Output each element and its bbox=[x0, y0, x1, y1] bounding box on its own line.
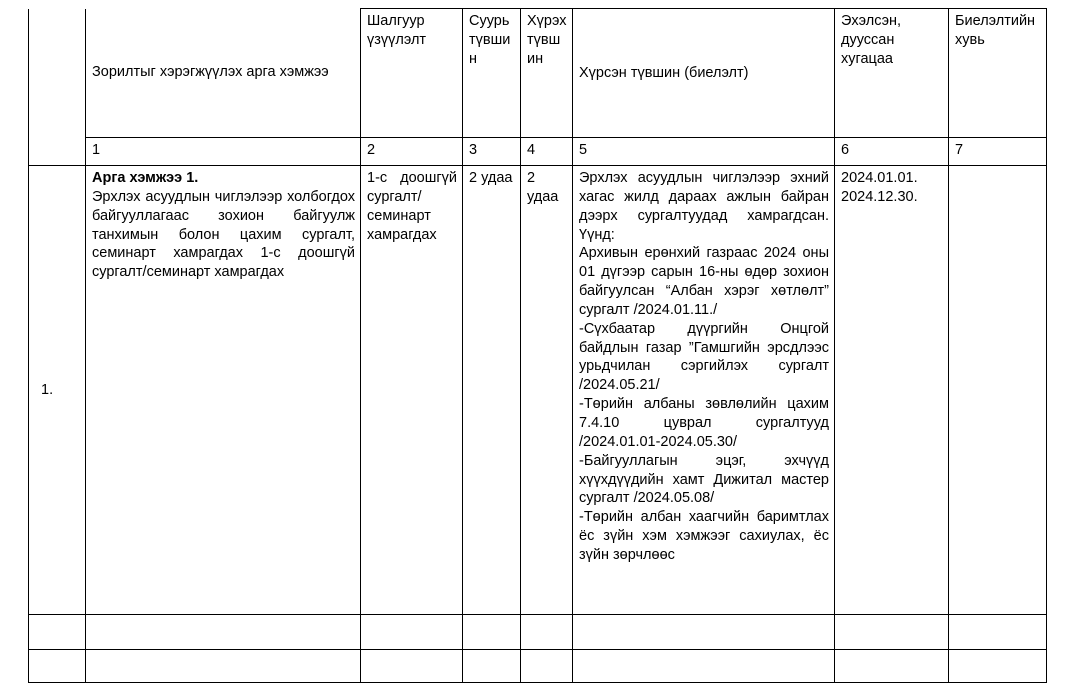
cell-number bbox=[28, 614, 86, 650]
header-cell-indicator: Шалгуур үзүүлэлт bbox=[360, 8, 463, 138]
header-cell-reached: Хүрсэн түвшин (биелэлт) bbox=[572, 8, 835, 138]
colnum-cell-baseline: 3 bbox=[462, 137, 521, 166]
cell-indicator bbox=[360, 649, 463, 683]
table-row bbox=[28, 649, 1047, 683]
header-cell-period: Эхэлсэн, дууссан хугацаа bbox=[834, 8, 949, 138]
table-header-row: Зорилтыг хэрэгжүүлэх арга хэмжээ Шалгуур… bbox=[28, 8, 1047, 166]
cell-indicator bbox=[360, 614, 463, 650]
header-cell-measure: Зорилтыг хэрэгжүүлэх арга хэмжээ bbox=[85, 8, 361, 138]
cell-baseline bbox=[462, 649, 521, 683]
cell-number bbox=[28, 649, 86, 683]
reached-item-list: Архивын ерөнхий газраас 2024 оны 01 дүгэ… bbox=[579, 244, 829, 564]
reached-intro: Эрхлэх асуудлын чиглэлээр эхний хагас жи… bbox=[579, 170, 829, 243]
reached-item: -Төрийн албан хаагчийн баримтлах ёс зүйн… bbox=[579, 509, 829, 563]
cell-reached: Эрхлэх асуудлын чиглэлээр эхний хагас жи… bbox=[572, 165, 835, 615]
measure-title: Арга хэмжээ 1. bbox=[92, 170, 199, 186]
row-number: 1. bbox=[28, 165, 86, 615]
cell-period bbox=[834, 614, 949, 650]
document-page: Зорилтыг хэрэгжүүлэх арга хэмжээ Шалгуур… bbox=[28, 8, 1047, 683]
cell-measure: Арга хэмжээ 1. Эрхлэх асуудлын чиглэлээр… bbox=[85, 165, 361, 615]
colnum-cell-indicator: 2 bbox=[360, 137, 463, 166]
cell-reached bbox=[572, 614, 835, 650]
cell-baseline: 2 удаа bbox=[462, 165, 521, 615]
cell-reached bbox=[572, 649, 835, 683]
colnum-cell-measure: 1 bbox=[85, 137, 361, 166]
cell-target bbox=[520, 614, 573, 650]
colnum-cell-period: 6 bbox=[834, 137, 949, 166]
cell-indicator: 1-с доошгүй сургалт/семинарт хамрагдах bbox=[360, 165, 463, 615]
reached-item: -Төрийн албаны зөвлөлийн цахим 7.4.10 цу… bbox=[579, 396, 829, 450]
cell-period bbox=[834, 649, 949, 683]
cell-period: 2024.01.01. 2024.12.30. bbox=[834, 165, 949, 615]
cell-baseline bbox=[462, 614, 521, 650]
header-cell-target: Хүрэх түвшин bbox=[520, 8, 573, 138]
measure-body: Эрхлэх асуудлын чиглэлээр холбогдох байг… bbox=[92, 188, 355, 281]
header-cell-baseline: Суурь түвшин bbox=[462, 8, 521, 138]
table-column-number-row: 1 2 3 4 5 6 7 bbox=[29, 137, 1047, 166]
colnum-cell-reached: 5 bbox=[572, 137, 835, 166]
header-cell-number bbox=[28, 8, 86, 166]
reached-item: -Сүхбаатар дүүргийн Онцгой байдлын газар… bbox=[579, 320, 829, 394]
cell-target: 2 удаа bbox=[520, 165, 573, 615]
cell-percent bbox=[948, 649, 1047, 683]
cell-measure bbox=[85, 649, 361, 683]
cell-percent bbox=[948, 614, 1047, 650]
performance-plan-table: Зорилтыг хэрэгжүүлэх арга хэмжээ Шалгуур… bbox=[28, 8, 1047, 683]
cell-measure bbox=[85, 614, 361, 650]
header-cell-percent: Биелэлтийн хувь bbox=[948, 8, 1047, 138]
colnum-cell-target: 4 bbox=[520, 137, 573, 166]
table-row: 1. Арга хэмжээ 1. Эрхлэх асуудлын чиглэл… bbox=[28, 165, 1047, 615]
colnum-cell-percent: 7 bbox=[948, 137, 1047, 166]
table-row bbox=[28, 614, 1047, 650]
reached-item: Архивын ерөнхий газраас 2024 оны 01 дүгэ… bbox=[579, 245, 829, 318]
reached-item: -Байгууллагын эцэг, эхчүүд хүүхдүүдийн х… bbox=[579, 452, 829, 507]
cell-target bbox=[520, 649, 573, 683]
cell-percent bbox=[948, 165, 1047, 615]
